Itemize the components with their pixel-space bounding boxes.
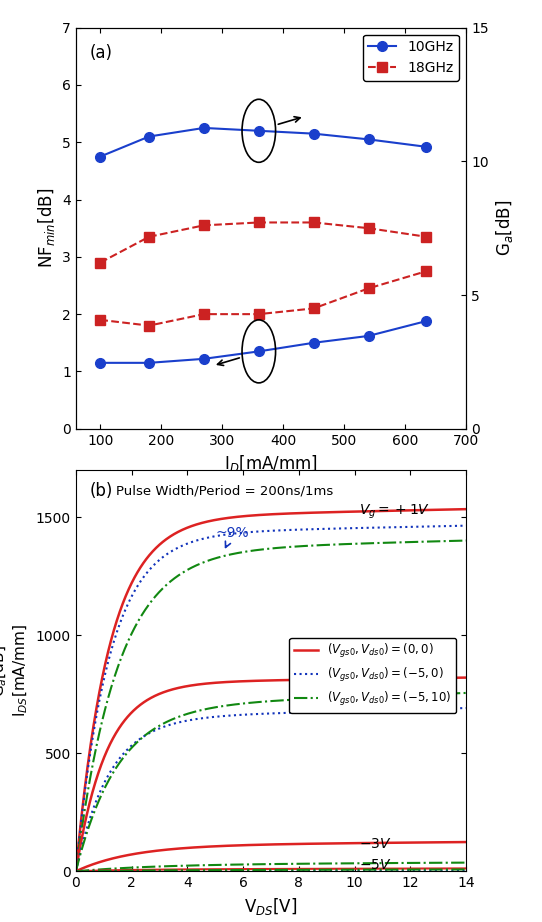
Legend: 10GHz, 18GHz: 10GHz, 18GHz <box>363 35 459 80</box>
Text: $-1V$: $-1V$ <box>359 674 391 688</box>
Text: ~9%: ~9% <box>215 526 249 548</box>
Text: $-3V$: $-3V$ <box>359 836 391 851</box>
Text: (b): (b) <box>89 482 113 501</box>
X-axis label: I$_D$[mA/mm]: I$_D$[mA/mm] <box>224 453 318 474</box>
Y-axis label: NF$_{min}$[dB]: NF$_{min}$[dB] <box>36 188 56 268</box>
Text: $-5V$: $-5V$ <box>359 858 391 872</box>
Text: $V_g=+1V$: $V_g=+1V$ <box>359 503 430 522</box>
Legend: $(V_{gs0},V_{ds0})=(0,0)$, $(V_{gs0},V_{ds0})=(-5,0)$, $(V_{gs0},V_{ds0})=(-5,10: $(V_{gs0},V_{ds0})=(0,0)$, $(V_{gs0},V_{… <box>289 638 456 713</box>
Text: (a): (a) <box>89 43 113 62</box>
X-axis label: V$_{DS}$[V]: V$_{DS}$[V] <box>244 895 298 916</box>
Text: Pulse Width/Period = 200ns/1ms: Pulse Width/Period = 200ns/1ms <box>115 484 333 497</box>
Y-axis label: G$_a$[dB]
I$_{DS}$[mA/mm]: G$_a$[dB] I$_{DS}$[mA/mm] <box>0 624 30 717</box>
Y-axis label: G$_a$[dB]: G$_a$[dB] <box>494 200 515 256</box>
